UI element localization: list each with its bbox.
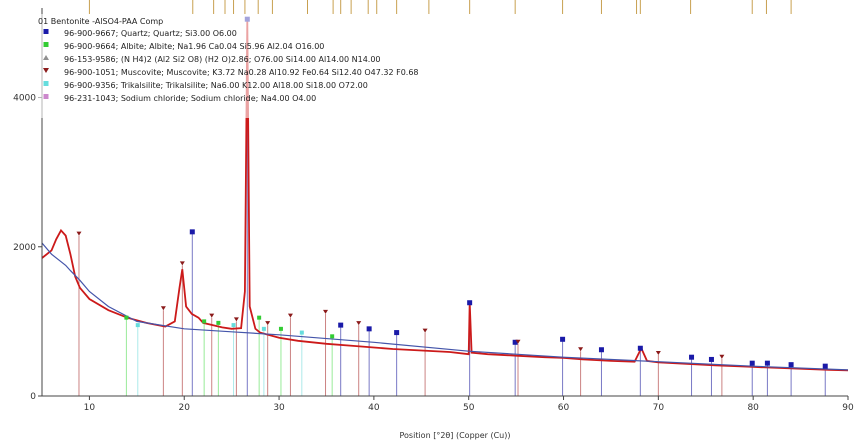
legend-label-1: 96-900-9664; Albite; Albite; Na1.96 Ca0.… [64, 42, 324, 51]
quartz-marker-3 [366, 326, 372, 332]
legend-marker-0 [43, 29, 49, 34]
quartz-marker-8 [598, 347, 604, 353]
legend-marker-5 [43, 94, 49, 99]
x-tick-label-6: 70 [653, 403, 665, 413]
albite-marker-2 [216, 320, 221, 325]
x-tick-label-3: 40 [368, 403, 380, 413]
muscovite-marker-9 [422, 328, 428, 333]
legend: 01 Bentonite -AlSO4-PAA Comp 96-900-9667… [38, 14, 419, 118]
x-tick-label-1: 20 [179, 403, 191, 413]
quartz-marker-15 [822, 363, 828, 369]
y-tick-label-0: 0 [30, 392, 36, 402]
albite-marker-1 [202, 319, 207, 324]
quartz-marker-9 [637, 345, 643, 351]
muscovite-marker-6 [287, 313, 293, 318]
chart-title: 01 Bentonite -AlSO4-PAA Comp [38, 17, 163, 26]
x-axis-title: Position [°2θ] (Copper (Cu)) [400, 431, 511, 440]
series-layer [41, 19, 849, 372]
legend-marker-4 [43, 81, 49, 86]
top-reference-ticks [88, 0, 792, 14]
muscovite-marker-2 [179, 261, 185, 266]
x-tick-label-5: 60 [558, 403, 570, 413]
muscovite-marker-13 [719, 354, 725, 359]
quartz-marker-5 [467, 300, 473, 306]
legend-label-4: 96-900-9356; Trikalsilite; Trikalsilite;… [64, 81, 368, 90]
x-tick-label-0: 10 [84, 403, 96, 413]
albite-marker-4 [278, 326, 283, 331]
muscovite-marker-1 [160, 306, 166, 311]
trikalsilite-marker-2 [261, 326, 266, 331]
muscovite-marker-11 [578, 347, 584, 352]
x-tick-label-8: 90 [842, 403, 854, 413]
albite-marker-3 [257, 315, 262, 320]
quartz-marker-4 [394, 330, 400, 336]
legend-marker-3 [43, 68, 49, 73]
legend-marker-1 [43, 42, 49, 47]
legend-label-0: 96-900-9667; Quartz; Quartz; Si3.00 O6.0… [64, 29, 237, 38]
quartz-marker-0 [189, 229, 195, 235]
trikalsilite-marker-1 [231, 323, 236, 328]
legend-frame [38, 14, 368, 118]
albite-marker-5 [330, 334, 335, 339]
muscovite-marker-12 [655, 350, 661, 355]
muscovite-marker-7 [323, 309, 329, 314]
quartz-marker-10 [689, 354, 695, 360]
series-1-line [41, 242, 849, 371]
trikalsilite-marker-3 [299, 330, 304, 335]
peak-markers [76, 16, 828, 369]
quartz-marker-6 [512, 339, 518, 345]
quartz-marker-12 [749, 360, 755, 366]
series-0-line [41, 19, 849, 372]
legend-marker-2 [43, 55, 49, 60]
legend-label-3: 96-900-1051; Muscovite; Muscovite; K3.72… [64, 68, 419, 77]
y-tick-label-1: 2000 [13, 243, 36, 253]
quartz-marker-11 [708, 356, 714, 362]
muscovite-marker-3 [209, 313, 215, 318]
legend-label-2: 96-153-9586; (N H4)2 (Al2 Si2 O8) (H2 O)… [64, 55, 381, 64]
y-tick-label-2: 4000 [13, 94, 36, 104]
muscovite-marker-4 [233, 317, 239, 322]
albite-marker-0 [124, 315, 129, 320]
legend-label-5: 96-231-1043; Sodium chloride; Sodium chl… [64, 94, 316, 103]
quartz-marker-7 [560, 336, 566, 342]
muscovite-marker-10 [515, 339, 521, 344]
x-tick-label-2: 30 [273, 403, 285, 413]
muscovite-marker-8 [356, 321, 362, 326]
x-tick-label-7: 80 [747, 403, 759, 413]
x-tick-label-4: 50 [463, 403, 475, 413]
muscovite-marker-5 [265, 321, 271, 326]
muscovite-marker-0 [76, 231, 82, 236]
trikalsilite-marker-0 [135, 323, 140, 328]
quartz-marker-14 [788, 362, 794, 368]
quartz-marker-2 [338, 322, 344, 328]
quartz-marker-13 [764, 360, 770, 366]
